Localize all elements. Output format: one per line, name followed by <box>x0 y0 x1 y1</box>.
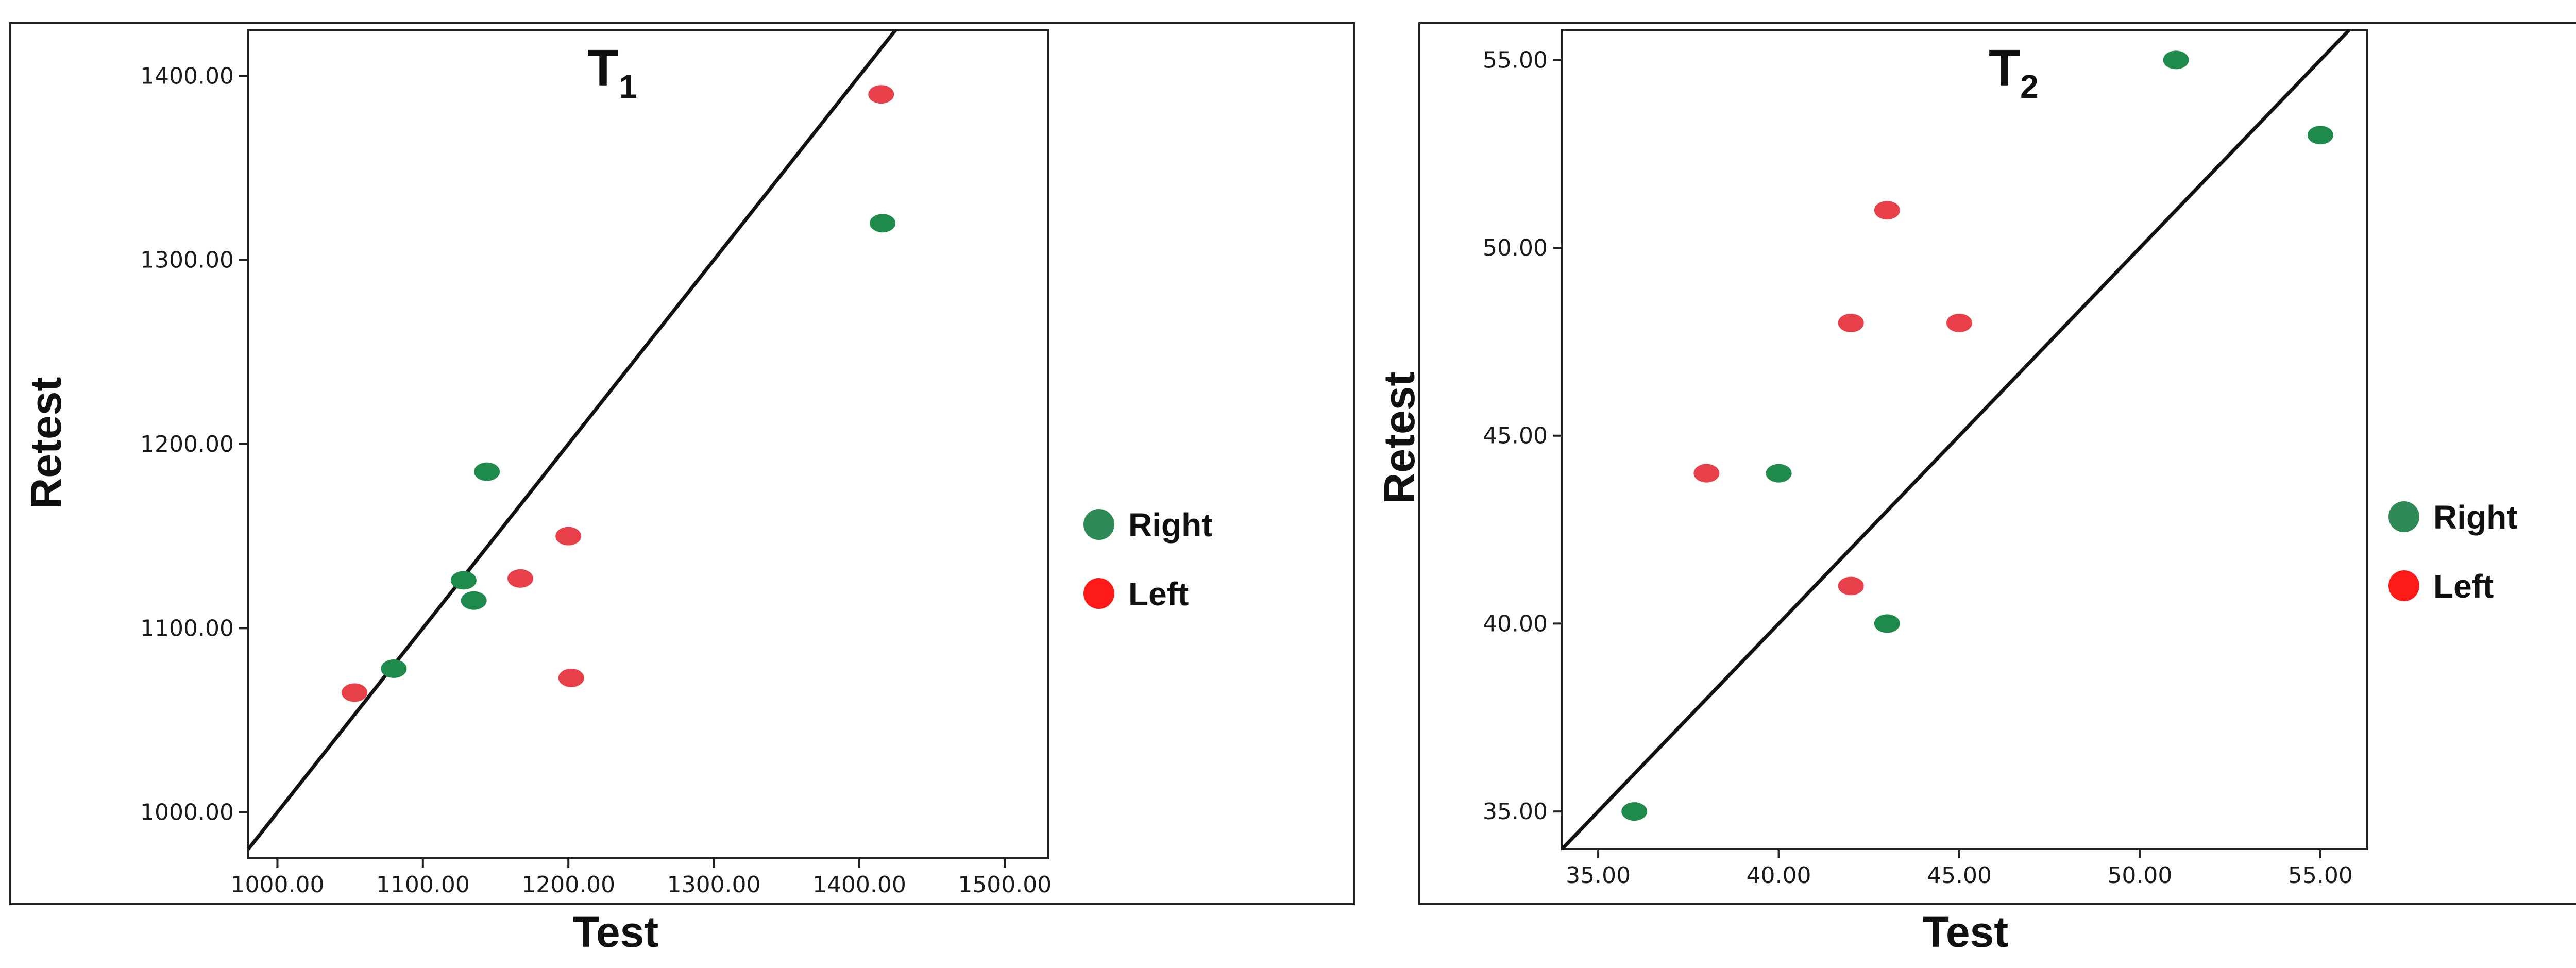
point-left <box>1838 313 1864 332</box>
point-right <box>1621 802 1648 821</box>
point-left <box>1946 313 1972 332</box>
data-points <box>342 85 896 702</box>
x-tick-label: 1500.00 <box>958 872 1052 898</box>
x-tick-label: 1000.00 <box>230 872 324 898</box>
point-right <box>1874 614 1900 633</box>
legend: Right Left <box>2388 499 2518 605</box>
point-left <box>555 527 582 546</box>
point-right <box>474 462 500 481</box>
point-right <box>870 214 896 233</box>
x-tick-label: 45.00 <box>1927 862 1992 889</box>
point-left <box>868 85 894 104</box>
point-left <box>1838 576 1864 596</box>
y-axis-ticks: 1000.00 1100.00 1200.00 1300.00 1400.00 <box>140 63 248 826</box>
legend-label-right: Right <box>2433 499 2518 536</box>
point-left <box>558 668 584 687</box>
x-tick-label: 1200.00 <box>521 872 615 898</box>
legend-label-left: Left <box>2433 568 2494 605</box>
y-tick-label: 1200.00 <box>140 431 234 457</box>
chart-title: T1 <box>587 39 637 105</box>
y-tick-label: 35.00 <box>1483 799 1548 825</box>
plot-area <box>247 29 1049 859</box>
y-tick-label: 1100.00 <box>140 615 234 641</box>
y-tick-label: 50.00 <box>1483 235 1548 261</box>
x-tick-label: 1100.00 <box>376 872 470 898</box>
chart-panel-t2: 35.00 40.00 45.00 50.00 55.00 35.00 40.00 45.0… <box>1375 22 2576 956</box>
plot-area <box>1561 29 2368 850</box>
x-tick-label: 35.00 <box>1566 862 1631 889</box>
x-axis-ticks: 35.00 40.00 45.00 50.00 55.00 <box>1566 849 2353 889</box>
chart-title: T2 <box>1989 39 2039 105</box>
point-right <box>2307 126 2333 145</box>
y-tick-label: 1400.00 <box>140 63 234 89</box>
x-axis-label: Test <box>573 908 658 956</box>
y-axis-label: Retest <box>1375 372 1423 504</box>
point-right <box>461 591 487 610</box>
point-right <box>381 659 407 678</box>
point-right <box>2163 50 2189 70</box>
legend-swatch-left <box>2388 570 2419 601</box>
x-tick-label: 50.00 <box>2107 862 2172 889</box>
x-tick-label: 40.00 <box>1747 862 1811 889</box>
legend-swatch-right <box>1083 509 1114 540</box>
point-left <box>1874 201 1900 220</box>
y-tick-label: 55.00 <box>1483 47 1548 73</box>
y-tick-label: 40.00 <box>1483 610 1548 637</box>
legend: Right Left <box>1083 506 1213 613</box>
chart-panel-t1: 1000.00 1100.00 1200.00 1300.00 1400.00 1000… <box>9 22 1355 956</box>
panel-frame <box>9 22 1355 905</box>
identity-line <box>247 28 897 851</box>
x-axis-ticks: 1000.00 1100.00 1200.00 1300.00 1400.00 1500.… <box>230 858 1052 898</box>
y-axis-ticks: 35.00 40.00 45.00 50.00 55.00 <box>1483 47 1562 825</box>
point-left <box>507 569 534 588</box>
point-right <box>1766 464 1792 483</box>
x-axis-label: Test <box>1923 908 2008 956</box>
panel-frame <box>1418 22 2576 905</box>
point-left <box>342 683 368 702</box>
y-tick-label: 1000.00 <box>140 800 234 826</box>
y-tick-label: 45.00 <box>1483 423 1548 449</box>
x-tick-label: 1400.00 <box>812 872 906 898</box>
legend-label-left: Left <box>1128 575 1189 613</box>
point-left <box>1693 464 1720 483</box>
y-tick-label: 1300.00 <box>140 247 234 274</box>
x-tick-label: 55.00 <box>2288 862 2353 889</box>
legend-swatch-left <box>1083 578 1114 609</box>
legend-swatch-right <box>2388 501 2419 532</box>
identity-line <box>1561 28 2351 851</box>
x-tick-label: 1300.00 <box>667 872 761 898</box>
legend-label-right: Right <box>1128 506 1213 544</box>
point-right <box>450 571 477 590</box>
y-axis-label: Retest <box>22 377 70 510</box>
data-points <box>1621 50 2333 821</box>
